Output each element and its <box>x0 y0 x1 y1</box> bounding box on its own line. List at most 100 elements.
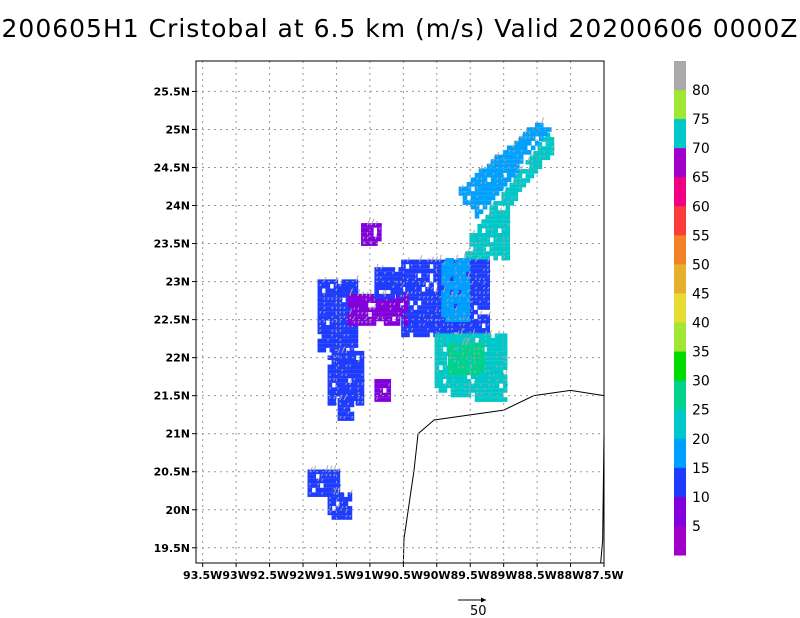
wind-cell <box>327 492 333 497</box>
wind-cell <box>351 382 357 388</box>
wind-cell <box>486 374 492 380</box>
wind-cell <box>327 378 333 383</box>
colorbar-swatch <box>674 409 686 440</box>
wind-vector <box>488 330 493 336</box>
wind-cell <box>349 338 355 344</box>
wind-cell <box>458 337 464 343</box>
wind-cell <box>359 378 365 383</box>
wind-cell <box>442 356 448 361</box>
wind-cell <box>470 191 476 196</box>
wind-cell <box>506 168 512 173</box>
wind-cell <box>375 312 381 317</box>
wind-cell <box>457 294 462 300</box>
wind-cell <box>361 241 366 246</box>
wind-cell <box>469 232 474 238</box>
wind-cell <box>469 268 474 274</box>
y-axis: 19.5N 20N 20.5N 21N 21.5N 22N 22.5N 23N 23.5N 24N… <box>154 85 196 555</box>
wind-cell <box>476 356 481 362</box>
wind-cell <box>494 365 500 370</box>
colorbar-label: 5 <box>692 519 701 535</box>
wind-cell <box>457 317 462 323</box>
wind-cell <box>401 332 406 338</box>
wind-cell <box>433 318 438 324</box>
wind-cell <box>377 232 382 237</box>
wind-cell <box>477 251 482 256</box>
wind-cell <box>409 259 414 265</box>
wind-vector <box>337 501 341 509</box>
wind-cell <box>525 173 531 179</box>
wind-vector <box>471 229 476 236</box>
wind-cell <box>533 150 539 156</box>
wind-cell <box>365 236 370 242</box>
wind-cell <box>347 302 353 308</box>
wind-cell <box>347 506 353 511</box>
wind-cell <box>339 501 345 507</box>
wind-cell <box>449 285 454 291</box>
wind-cell <box>472 361 477 367</box>
wind-cell <box>474 204 480 210</box>
wind-cell <box>510 159 516 164</box>
wind-cell <box>490 347 496 352</box>
wind-cell <box>458 186 464 192</box>
wind-cell <box>462 379 468 384</box>
wind-cell <box>343 360 349 365</box>
wind-cell <box>501 242 507 247</box>
wind-cell <box>337 347 343 353</box>
wind-cell <box>325 315 331 321</box>
wind-cell <box>447 366 453 371</box>
wind-cell <box>497 219 503 224</box>
wind-cell <box>359 387 365 392</box>
wind-cell <box>437 318 442 324</box>
wind-cell <box>481 268 487 274</box>
wind-cell <box>469 300 474 306</box>
wind-cell <box>502 397 508 402</box>
wind-cell <box>477 282 482 288</box>
wind-cell <box>486 347 492 352</box>
wind-cell <box>453 271 458 277</box>
y-tick-label: 25N <box>165 123 190 136</box>
wind-cell <box>529 159 535 165</box>
wind-cell <box>339 350 345 356</box>
wind-cell <box>367 307 373 313</box>
wind-cell <box>307 478 313 484</box>
wind-cell <box>323 483 329 488</box>
wind-cell <box>485 323 491 329</box>
wind-vector <box>475 256 479 263</box>
wind-cell <box>490 342 496 348</box>
wind-cell <box>529 173 535 179</box>
wind-cell <box>321 283 327 289</box>
x-tick-label: 90.5W <box>384 569 423 582</box>
wind-cell <box>478 388 484 393</box>
wind-cell <box>489 232 495 238</box>
wind-cell <box>339 510 345 516</box>
wind-cell <box>473 328 478 333</box>
wind-cell <box>331 401 337 406</box>
wind-cell <box>493 205 499 211</box>
wind-cell <box>509 196 515 202</box>
wind-cell <box>437 314 442 319</box>
wind-cell <box>489 242 495 247</box>
wind-cell <box>401 259 406 265</box>
wind-cell <box>391 307 397 313</box>
wind-vector <box>349 308 353 315</box>
wind-cell <box>477 273 482 278</box>
wind-cell <box>501 196 507 202</box>
wind-cell <box>498 388 504 393</box>
wind-cell <box>349 402 355 408</box>
wind-cell <box>421 309 426 315</box>
wind-cell <box>485 273 491 278</box>
wind-cell <box>347 350 353 356</box>
wind-cell <box>502 163 508 169</box>
wind-cell <box>325 293 331 298</box>
wind-cell <box>307 483 313 488</box>
wind-cell <box>493 219 499 224</box>
wind-cell <box>530 131 536 137</box>
wind-cell <box>454 383 460 389</box>
wind-cell <box>518 145 524 151</box>
wind-cell <box>474 333 480 338</box>
wind-cell <box>462 191 468 196</box>
wind-cell <box>317 302 323 307</box>
wind-cell <box>355 373 361 379</box>
wind-cell <box>453 299 458 304</box>
wind-cell <box>446 379 452 384</box>
